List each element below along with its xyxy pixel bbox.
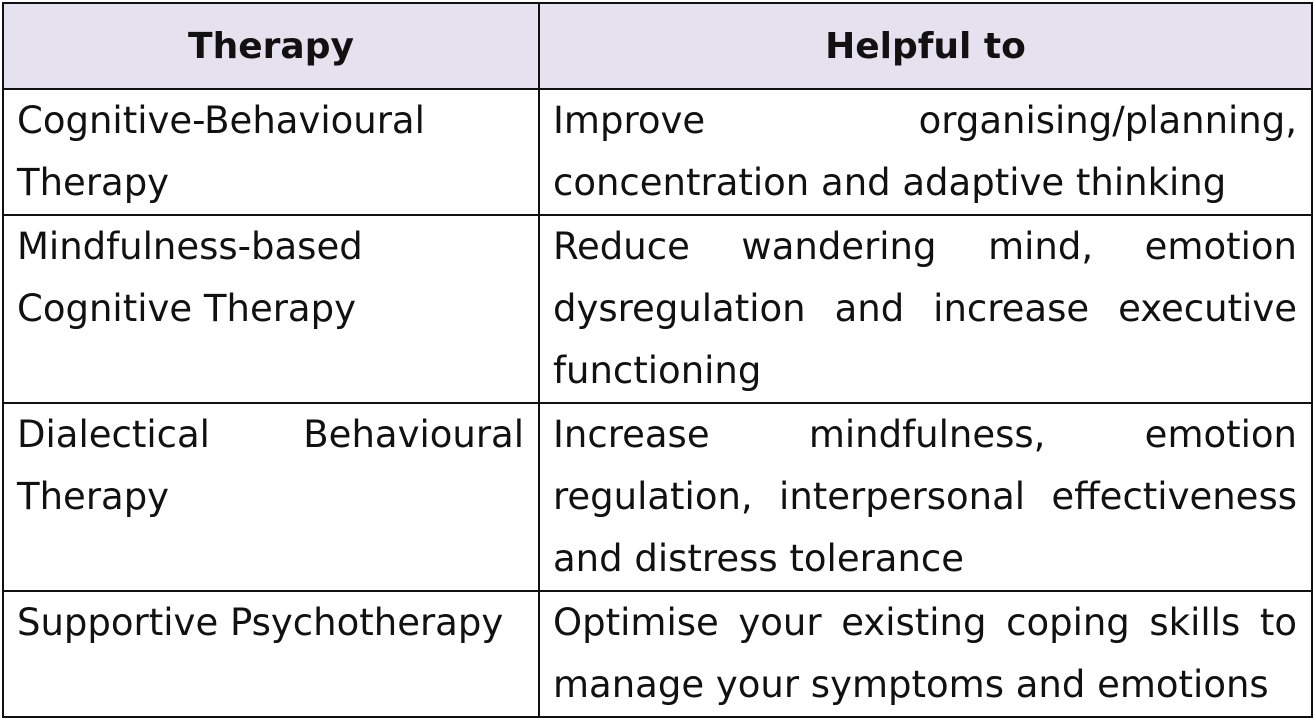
therapy-cell: Cognitive-Behavioural Therapy (2, 88, 540, 216)
therapy-cell: Mindfulness-based Cognitive Therapy (2, 214, 540, 404)
table-row: Supportive Psychotherapy Optimise your e… (2, 590, 1313, 718)
helpful-to-cell: Reduce wandering mind, emotion dysregula… (538, 214, 1313, 404)
table-row: Cognitive-Behavioural Therapy Improve or… (2, 88, 1313, 216)
helpful-to-cell: Improve organising/planning, concentrati… (538, 88, 1313, 216)
therapy-cell: Dialectical Behavioural Therapy (2, 402, 540, 592)
helpful-to-cell: Optimise your existing coping skills to … (538, 590, 1313, 718)
therapy-cell: Supportive Psychotherapy (2, 590, 540, 718)
table-row: Mindfulness-based Cognitive Therapy Redu… (2, 214, 1313, 404)
helpful-to-cell: Increase mindfulness, emotion regulation… (538, 402, 1313, 592)
table-header-row: Therapy Helpful to (2, 2, 1313, 90)
table-row: Dialectical Behavioural Therapy Increase… (2, 402, 1313, 592)
header-therapy: Therapy (2, 2, 540, 90)
header-helpful-to: Helpful to (538, 2, 1313, 90)
